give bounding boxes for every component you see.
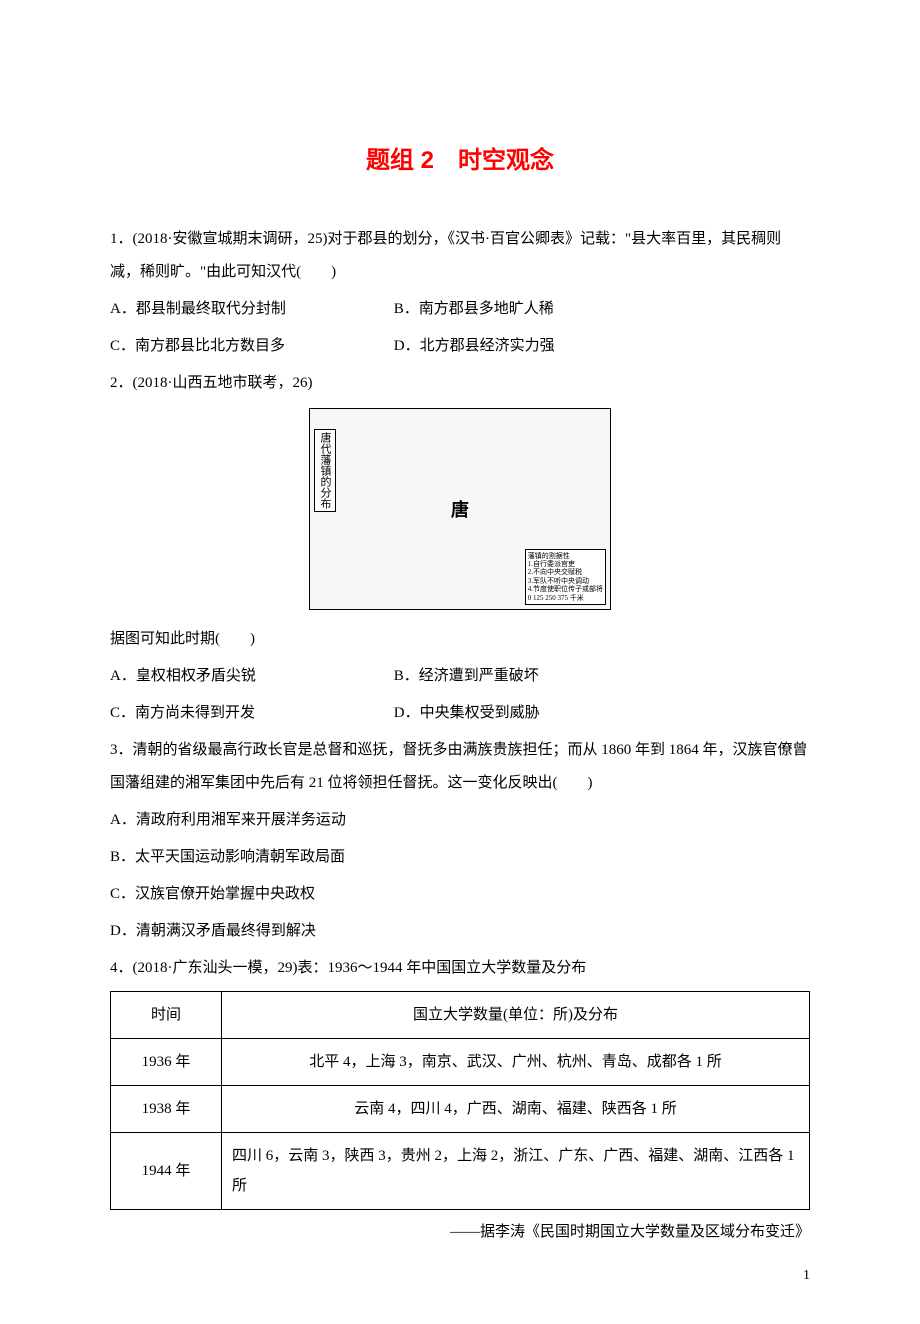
table-cell-dist-0: 北平 4，上海 3，南京、武汉、广州、杭州、青岛、成都各 1 所 <box>222 1039 810 1086</box>
q1-stem: 1．(2018·安徽宣城期末调研，25)对于郡县的划分，《汉书·百官公卿表》记载… <box>110 223 810 289</box>
map-scale: 0 125 250 375 千米 <box>528 594 603 602</box>
q4-source: ——据李涛《民国时期国立大学数量及区域分布变迁》 <box>110 1216 810 1249</box>
table-cell-dist-1: 云南 4，四川 4，广西、湖南、福建、陕西各 1 所 <box>222 1086 810 1133</box>
q3-opt-c: C．汉族官僚开始掌握中央政权 <box>110 878 810 911</box>
q2-stem-bottom: 据图可知此时期( ) <box>110 623 810 656</box>
table-cell-time-0: 1936 年 <box>111 1039 222 1086</box>
map-legend-item-4: 4.节度使职位传子或部将 <box>528 585 603 593</box>
map-legend-item-3: 3.军队不听中央调动 <box>528 577 603 585</box>
table-cell-dist-2: 四川 6，云南 3，陕西 3，贵州 2，上海 2，浙江、广东、广西、福建、湖南、… <box>222 1133 810 1210</box>
table-row: 1944 年 四川 6，云南 3，陕西 3，贵州 2，上海 2，浙江、广东、广西… <box>111 1133 810 1210</box>
table-header-row: 时间 国立大学数量(单位：所)及分布 <box>111 992 810 1039</box>
table-head-time: 时间 <box>111 992 222 1039</box>
q3-opt-d: D．清朝满汉矛盾最终得到解决 <box>110 915 810 948</box>
q4-table: 时间 国立大学数量(单位：所)及分布 1936 年 北平 4，上海 3，南京、武… <box>110 991 810 1210</box>
q2-options-row2: C．南方尚未得到开发 D．中央集权受到威胁 <box>110 697 810 730</box>
map-legend-item-2: 2.不向中央交赋税 <box>528 568 603 576</box>
q2-opt-d: D．中央集权受到威胁 <box>394 705 540 721</box>
q4-stem: 4．(2018·广东汕头一模，29)表：1936～1944 年中国国立大学数量及… <box>110 952 810 985</box>
q3-opt-b: B．太平天国运动影响清朝军政局面 <box>110 841 810 874</box>
q2-options-row1: A．皇权相权矛盾尖锐 B．经济遭到严重破坏 <box>110 660 810 693</box>
table-row: 1938 年 云南 4，四川 4，广西、湖南、福建、陕西各 1 所 <box>111 1086 810 1133</box>
page-container: 题组 2 时空观念 1．(2018·安徽宣城期末调研，25)对于郡县的划分，《汉… <box>0 0 920 1324</box>
map-image-placeholder: 唐代藩镇的分布 唐 藩镇的割据性 1.自行委派官吏 2.不向中央交赋税 3.军队… <box>309 408 611 610</box>
map-center-label: 唐 <box>451 496 469 522</box>
q1-opt-b: B．南方郡县多地旷人稀 <box>394 301 554 317</box>
q2-stem-top: 2．(2018·山西五地市联考，26) <box>110 367 810 400</box>
map-legend-title: 藩镇的割据性 <box>528 552 603 560</box>
q2-opt-b: B．经济遭到严重破坏 <box>394 668 539 684</box>
q1-options-row1: A．郡县制最终取代分封制 B．南方郡县多地旷人稀 <box>110 293 810 326</box>
q2-map: 唐代藩镇的分布 唐 藩镇的割据性 1.自行委派官吏 2.不向中央交赋税 3.军队… <box>110 408 810 615</box>
table-cell-time-2: 1944 年 <box>111 1133 222 1210</box>
q2-opt-a: A．皇权相权矛盾尖锐 <box>110 660 390 693</box>
q1-opt-a: A．郡县制最终取代分封制 <box>110 293 390 326</box>
table-head-dist: 国立大学数量(单位：所)及分布 <box>222 992 810 1039</box>
page-number: 1 <box>803 1268 810 1284</box>
q3-opt-a: A．清政府利用湘军来开展洋务运动 <box>110 804 810 837</box>
table-row: 1936 年 北平 4，上海 3，南京、武汉、广州、杭州、青岛、成都各 1 所 <box>111 1039 810 1086</box>
q1-opt-c: C．南方郡县比北方数目多 <box>110 330 390 363</box>
q1-options-row2: C．南方郡县比北方数目多 D．北方郡县经济实力强 <box>110 330 810 363</box>
map-legend: 藩镇的割据性 1.自行委派官吏 2.不向中央交赋税 3.军队不听中央调动 4.节… <box>525 549 606 605</box>
q2-opt-c: C．南方尚未得到开发 <box>110 697 390 730</box>
q1-opt-d: D．北方郡县经济实力强 <box>394 338 555 354</box>
main-title: 题组 2 时空观念 <box>110 140 810 175</box>
map-left-label: 唐代藩镇的分布 <box>314 429 336 512</box>
q3-stem: 3．清朝的省级最高行政长官是总督和巡抚，督抚多由满族贵族担任；而从 1860 年… <box>110 734 810 800</box>
table-cell-time-1: 1938 年 <box>111 1086 222 1133</box>
